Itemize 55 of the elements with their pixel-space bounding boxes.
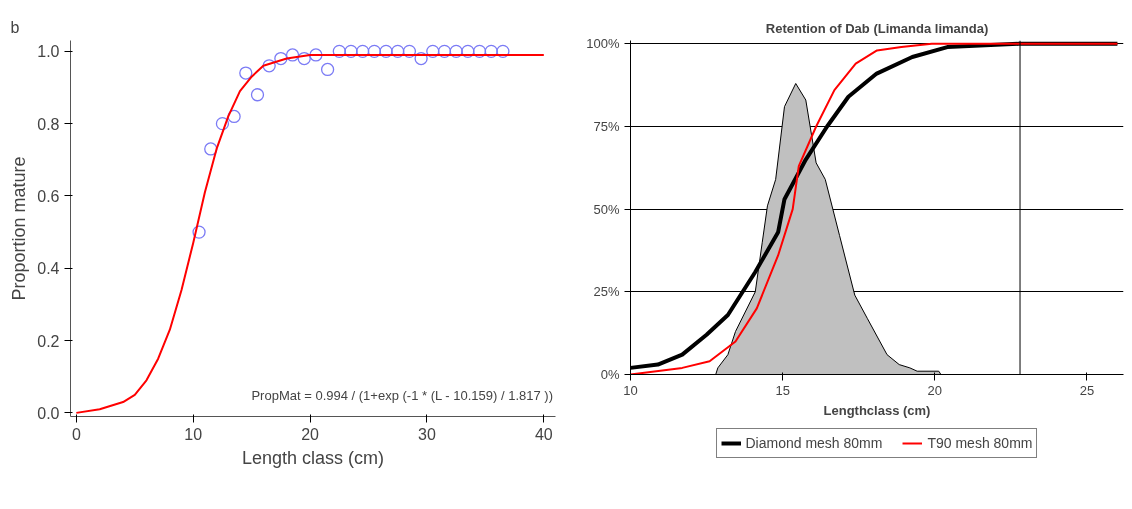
y-tick-label: 0% — [600, 367, 620, 382]
x-tick-label: 20 — [927, 382, 943, 398]
y-tick-label: 0.6 — [37, 187, 60, 205]
point — [472, 44, 487, 58]
x-tick-label: 20 — [301, 425, 320, 443]
point — [484, 44, 498, 58]
point — [437, 44, 452, 58]
point — [391, 44, 405, 58]
point — [356, 44, 370, 58]
y-tick-label: 0.2 — [37, 332, 60, 350]
text: b — [10, 18, 20, 36]
point — [192, 225, 206, 239]
x-axis-title: Length class (cm) — [241, 447, 385, 468]
y-tick-label: 100% — [586, 36, 620, 52]
point — [332, 44, 346, 58]
x-tick-label: 0 — [71, 425, 81, 443]
y-tick-label: 0.4 — [37, 260, 60, 278]
point — [309, 48, 323, 62]
legend-label: Diamond mesh 80mm — [745, 434, 883, 451]
x-tick-label: 25 — [1079, 382, 1095, 398]
point — [274, 51, 288, 66]
point — [297, 51, 311, 66]
point — [379, 44, 393, 58]
point — [320, 62, 335, 77]
x-axis-title: Lengthclass (cm) — [823, 402, 931, 418]
point — [402, 44, 417, 58]
y-tick-label: 0.8 — [37, 115, 60, 133]
point — [239, 66, 253, 80]
x-tick-label: 30 — [418, 425, 436, 443]
point — [414, 51, 428, 66]
point — [449, 44, 463, 58]
point — [426, 44, 440, 58]
y-tick-label: 25% — [593, 284, 620, 300]
point — [204, 142, 218, 156]
point — [250, 88, 265, 102]
x-tick-label: 10 — [623, 382, 638, 398]
point — [461, 44, 475, 58]
y-tick-label: 0.0 — [37, 404, 60, 422]
y-axis-title: Proportion mature — [9, 156, 30, 301]
point — [285, 48, 300, 62]
point — [496, 44, 510, 58]
point — [367, 44, 382, 58]
x-tick-label: 40 — [534, 425, 553, 443]
point — [215, 117, 230, 131]
line-series — [75, 53, 545, 414]
x-tick-label: 15 — [775, 382, 790, 398]
point — [262, 59, 276, 73]
x-tick-label: 10 — [184, 425, 203, 443]
y-tick-label: 1.0 — [37, 43, 60, 61]
y-tick-label: 75% — [593, 118, 620, 134]
chart-title: Retention of Dab (Limanda limanda) — [765, 20, 989, 36]
legend-label: T90 mesh 80mm — [927, 434, 1033, 451]
annotation: PropMat = 0.994 / (1+exp (-1 * (L - 10.159) / 1.817 )) — [251, 387, 554, 403]
y-tick-label: 50% — [593, 201, 620, 217]
point — [344, 44, 358, 58]
